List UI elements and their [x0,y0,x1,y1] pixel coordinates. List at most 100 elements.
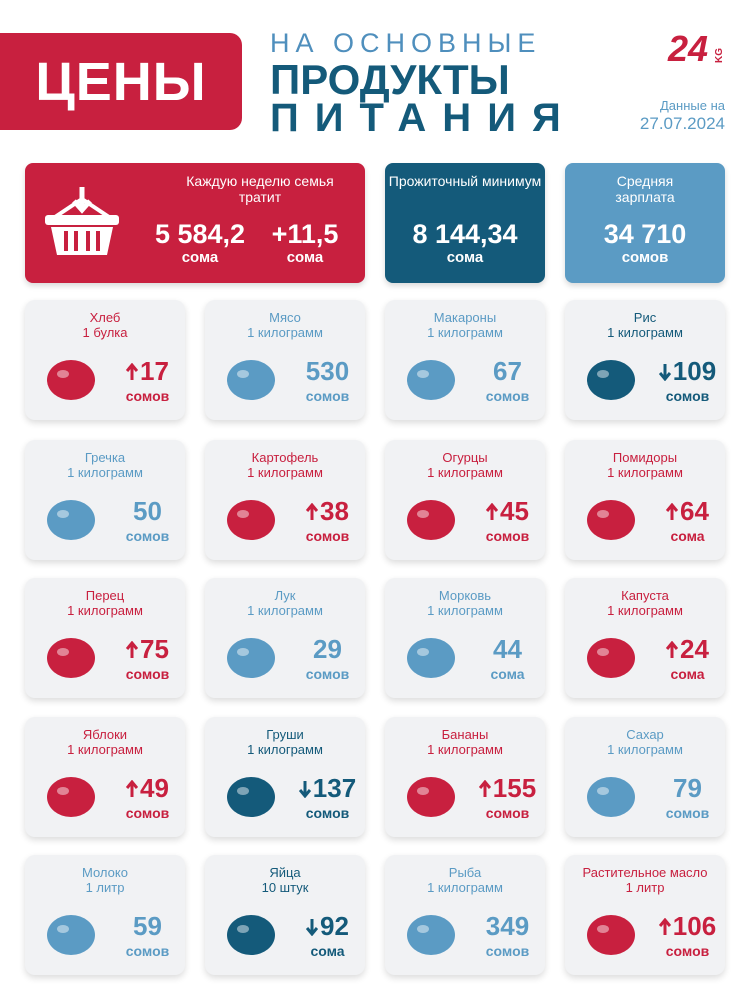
price-value: 49 [140,773,169,803]
item-icon [47,915,95,955]
price-card: Картофель 1 килограмм 38 сомов [205,440,365,560]
label: Средняя зарплата [615,173,675,205]
item-unit: 1 килограмм [427,603,503,618]
currency: сомов [125,805,170,821]
price-card: Хлеб 1 булка 17 сомов [25,300,185,420]
date-label: Данные на [660,98,725,113]
item-unit: 1 килограмм [427,325,503,340]
trend-arrow [666,640,679,658]
price: 109 [650,356,725,387]
brand: ЦЕНЫ [0,33,242,130]
price-value: 45 [500,496,529,526]
item-icon [227,777,275,817]
salary-card: Средняя зарплата 34 710 сомов [565,163,725,283]
price: 106 [650,911,725,942]
price: 45 [470,496,545,527]
currency: сомов [485,943,530,959]
price-card: Рис 1 килограмм 109 сомов [565,300,725,420]
price-value: 349 [485,911,530,941]
trend-arrow [486,502,499,520]
trend-arrow [478,779,491,797]
item-name: Макароны [433,310,497,325]
price-value: 50 [133,496,162,526]
weekly-card: Каждую неделю семья тратит 5 584,2 сома … [25,163,365,283]
item-unit: 1 килограмм [607,325,683,340]
currency: сомов [125,528,170,544]
item-icon [407,915,455,955]
price: 79 [650,773,725,804]
price-value: 79 [673,773,702,803]
trend-arrow [126,779,139,797]
item-icon [227,500,275,540]
price-value: 75 [140,634,169,664]
price-card: Груши 1 килограмм 137 сомов [205,717,365,837]
price: 155 [470,773,545,804]
item-unit: 1 килограмм [607,742,683,757]
item-unit: 1 килограмм [67,465,143,480]
price-value: 24 [680,634,709,664]
price-value: 64 [680,496,709,526]
price-value: 67 [493,356,522,386]
price-card: Капуста 1 килограмм 24 сома [565,578,725,698]
item-name: Яйца [269,865,301,880]
unit: сомов [621,249,669,266]
item-name: Растительное масло [582,865,708,880]
currency: сома [670,528,705,544]
basket-icon [45,187,119,255]
item-name: Лук [274,588,296,603]
currency: сомов [665,943,710,959]
item-icon [587,360,635,400]
price-value: 137 [312,773,357,803]
unit: сома [286,249,324,266]
currency: сомов [305,528,350,544]
price-value: 155 [492,773,537,803]
trend-arrow [666,502,679,520]
unit: сома [181,249,219,266]
price-value: 106 [672,911,717,941]
item-icon [227,915,275,955]
currency: сомов [305,805,350,821]
price-card: Яйца 10 штук 92 сома [205,855,365,975]
price: 530 [290,356,365,387]
trend-arrow [126,362,139,380]
item-icon [47,777,95,817]
price: 92 [290,911,365,942]
trend-arrow [658,363,671,381]
value: 8 144,34 [412,219,518,249]
currency: сома [670,666,705,682]
price: 24 [650,634,725,665]
price: 59 [110,911,185,942]
item-name: Перец [85,588,125,603]
price-card: Огурцы 1 килограмм 45 сомов [385,440,545,560]
price-value: 44 [493,634,522,664]
unit: сома [446,249,484,266]
item-unit: 1 килограмм [67,603,143,618]
item-unit: 1 килограмм [247,325,323,340]
item-icon [227,638,275,678]
item-icon [587,638,635,678]
item-name: Огурцы [442,450,488,465]
item-icon [407,360,455,400]
item-icon [407,777,455,817]
price-card: Помидоры 1 килограмм 64 сома [565,440,725,560]
item-icon [47,638,95,678]
price-value: 17 [140,356,169,386]
item-name: Бананы [441,727,489,742]
item-name: Гречка [84,450,126,465]
item-unit: 1 килограмм [427,742,503,757]
price-card: Молоко 1 литр 59 сомов [25,855,185,975]
item-icon [587,915,635,955]
trend-arrow [306,918,319,936]
price: 29 [290,634,365,665]
price: 67 [470,356,545,387]
item-icon [587,777,635,817]
currency: сомов [305,666,350,682]
item-name: Морковь [438,588,492,603]
item-icon [47,360,95,400]
price: 38 [290,496,365,527]
price: 64 [650,496,725,527]
item-unit: 1 литр [625,880,665,895]
price-card: Лук 1 килограмм 29 сомов [205,578,365,698]
trend-arrow [126,640,139,658]
item-unit: 1 килограмм [247,742,323,757]
